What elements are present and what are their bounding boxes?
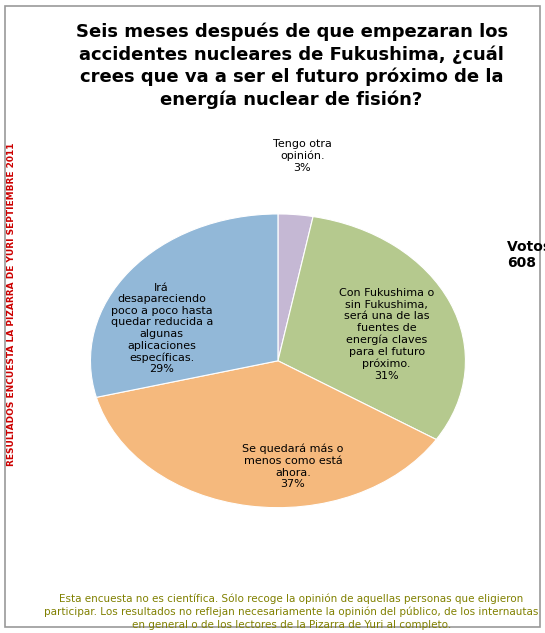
Text: Irá
desapareciendo
poco a poco hasta
quedar reducida a
algunas
aplicaciones
espe: Irá desapareciendo poco a poco hasta que…: [111, 282, 213, 374]
Text: Con Fukushima o
sin Fukushima,
será una de las
fuentes de
energía claves
para el: Con Fukushima o sin Fukushima, será una …: [339, 288, 434, 380]
Wedge shape: [278, 216, 465, 439]
Text: Esta encuesta no es científica. Sólo recoge la opinión de aquellas personas que : Esta encuesta no es científica. Sólo rec…: [44, 594, 539, 630]
Text: Tengo otra
opinión.
3%: Tengo otra opinión. 3%: [273, 139, 332, 173]
Text: Votos totales:
608: Votos totales: 608: [507, 240, 545, 270]
Text: RESULTADOS ENCUESTA LA PIZARRA DE YURI SEPTIEMBRE 2011: RESULTADOS ENCUESTA LA PIZARRA DE YURI S…: [8, 142, 16, 466]
Wedge shape: [90, 214, 278, 398]
Text: Se quedará más o
menos como está
ahora.
37%: Se quedará más o menos como está ahora. …: [243, 444, 344, 489]
Wedge shape: [278, 214, 313, 361]
Text: Seis meses después de que empezaran los
accidentes nucleares de Fukushima, ¿cuál: Seis meses después de que empezaran los …: [76, 22, 507, 110]
Wedge shape: [96, 361, 436, 508]
